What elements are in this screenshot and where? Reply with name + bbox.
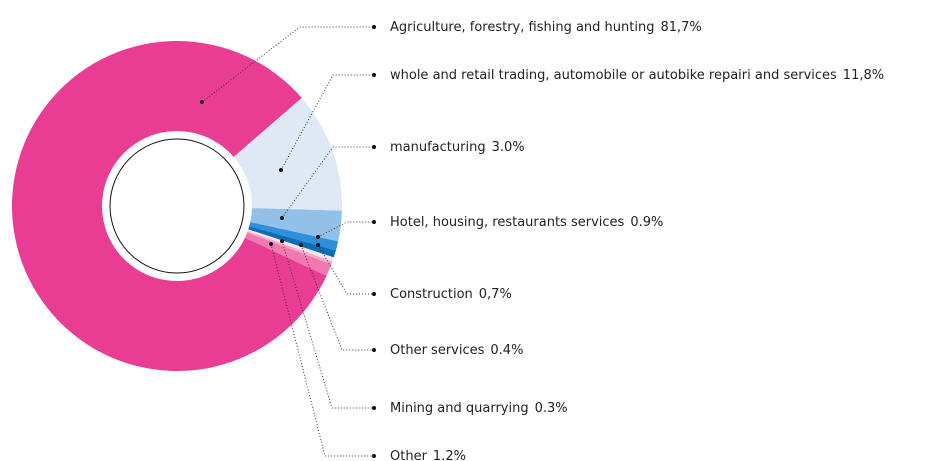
slice: [248, 226, 336, 258]
category-label: Other services: [390, 343, 485, 358]
value-label: 0.4%: [490, 343, 523, 358]
slice-label: Mining and quarrying 0.3%: [390, 401, 568, 416]
leader-dot: [372, 220, 376, 224]
slice: [247, 231, 333, 265]
slices: [11, 40, 342, 371]
slice-label: Hotel, housing, restaurants services 0.9%: [390, 215, 663, 230]
category-label: Mining and quarrying: [390, 401, 529, 416]
slice: [11, 40, 327, 371]
category-label: whole and retail trading, automobile or …: [390, 68, 837, 83]
value-label: 1.2%: [433, 449, 466, 461]
leader-dot: [372, 292, 376, 296]
labels: Agriculture, forestry, fishing and hunti…: [200, 20, 884, 461]
leader-dot: [372, 73, 376, 77]
category-label: manufacturing: [390, 140, 486, 155]
value-label: 0.3%: [535, 401, 568, 416]
slice: [247, 229, 334, 262]
leader-line: [300, 244, 372, 351]
leader-dot: [372, 145, 376, 149]
value-label: 81,7%: [660, 20, 701, 35]
leader-line: [281, 240, 372, 409]
category-label: Agriculture, forestry, fishing and hunti…: [390, 20, 654, 35]
leader-dot: [372, 406, 376, 410]
leader-dot: [200, 100, 204, 104]
leader-dot: [280, 216, 284, 220]
center-circle: [109, 138, 245, 274]
leader-line: [317, 244, 372, 295]
leader-line: [201, 26, 372, 103]
leader-dot: [372, 454, 376, 458]
slice-label: Construction 0,7%: [390, 287, 512, 302]
slice-label: Other 1.2%: [390, 449, 466, 461]
value-label: 3.0%: [492, 140, 525, 155]
leader-dot: [316, 243, 320, 247]
leader-dot: [316, 235, 320, 239]
category-label: Hotel, housing, restaurants services: [390, 215, 625, 230]
category-label: Construction: [390, 287, 473, 302]
slice: [249, 222, 339, 251]
value-label: 11,8%: [843, 68, 884, 83]
leader-line: [270, 243, 372, 457]
leader-dot: [279, 168, 283, 172]
leader-line: [280, 74, 372, 171]
slice: [233, 98, 342, 211]
leader-dot: [280, 239, 284, 243]
leader-dot: [372, 25, 376, 29]
slice: [244, 232, 332, 276]
category-label: Other: [390, 449, 428, 461]
slice-label: Agriculture, forestry, fishing and hunti…: [390, 20, 702, 35]
slice-label: Other services 0.4%: [390, 343, 523, 358]
leader-dot: [269, 242, 273, 246]
value-label: 0.9%: [630, 215, 663, 230]
leader-line: [281, 146, 372, 219]
slice: [250, 208, 342, 242]
leader-dot: [372, 348, 376, 352]
leader-dot: [299, 243, 303, 247]
slice-label: whole and retail trading, automobile or …: [390, 68, 884, 83]
slice-label: manufacturing 3.0%: [390, 140, 525, 155]
value-label: 0,7%: [479, 287, 512, 302]
